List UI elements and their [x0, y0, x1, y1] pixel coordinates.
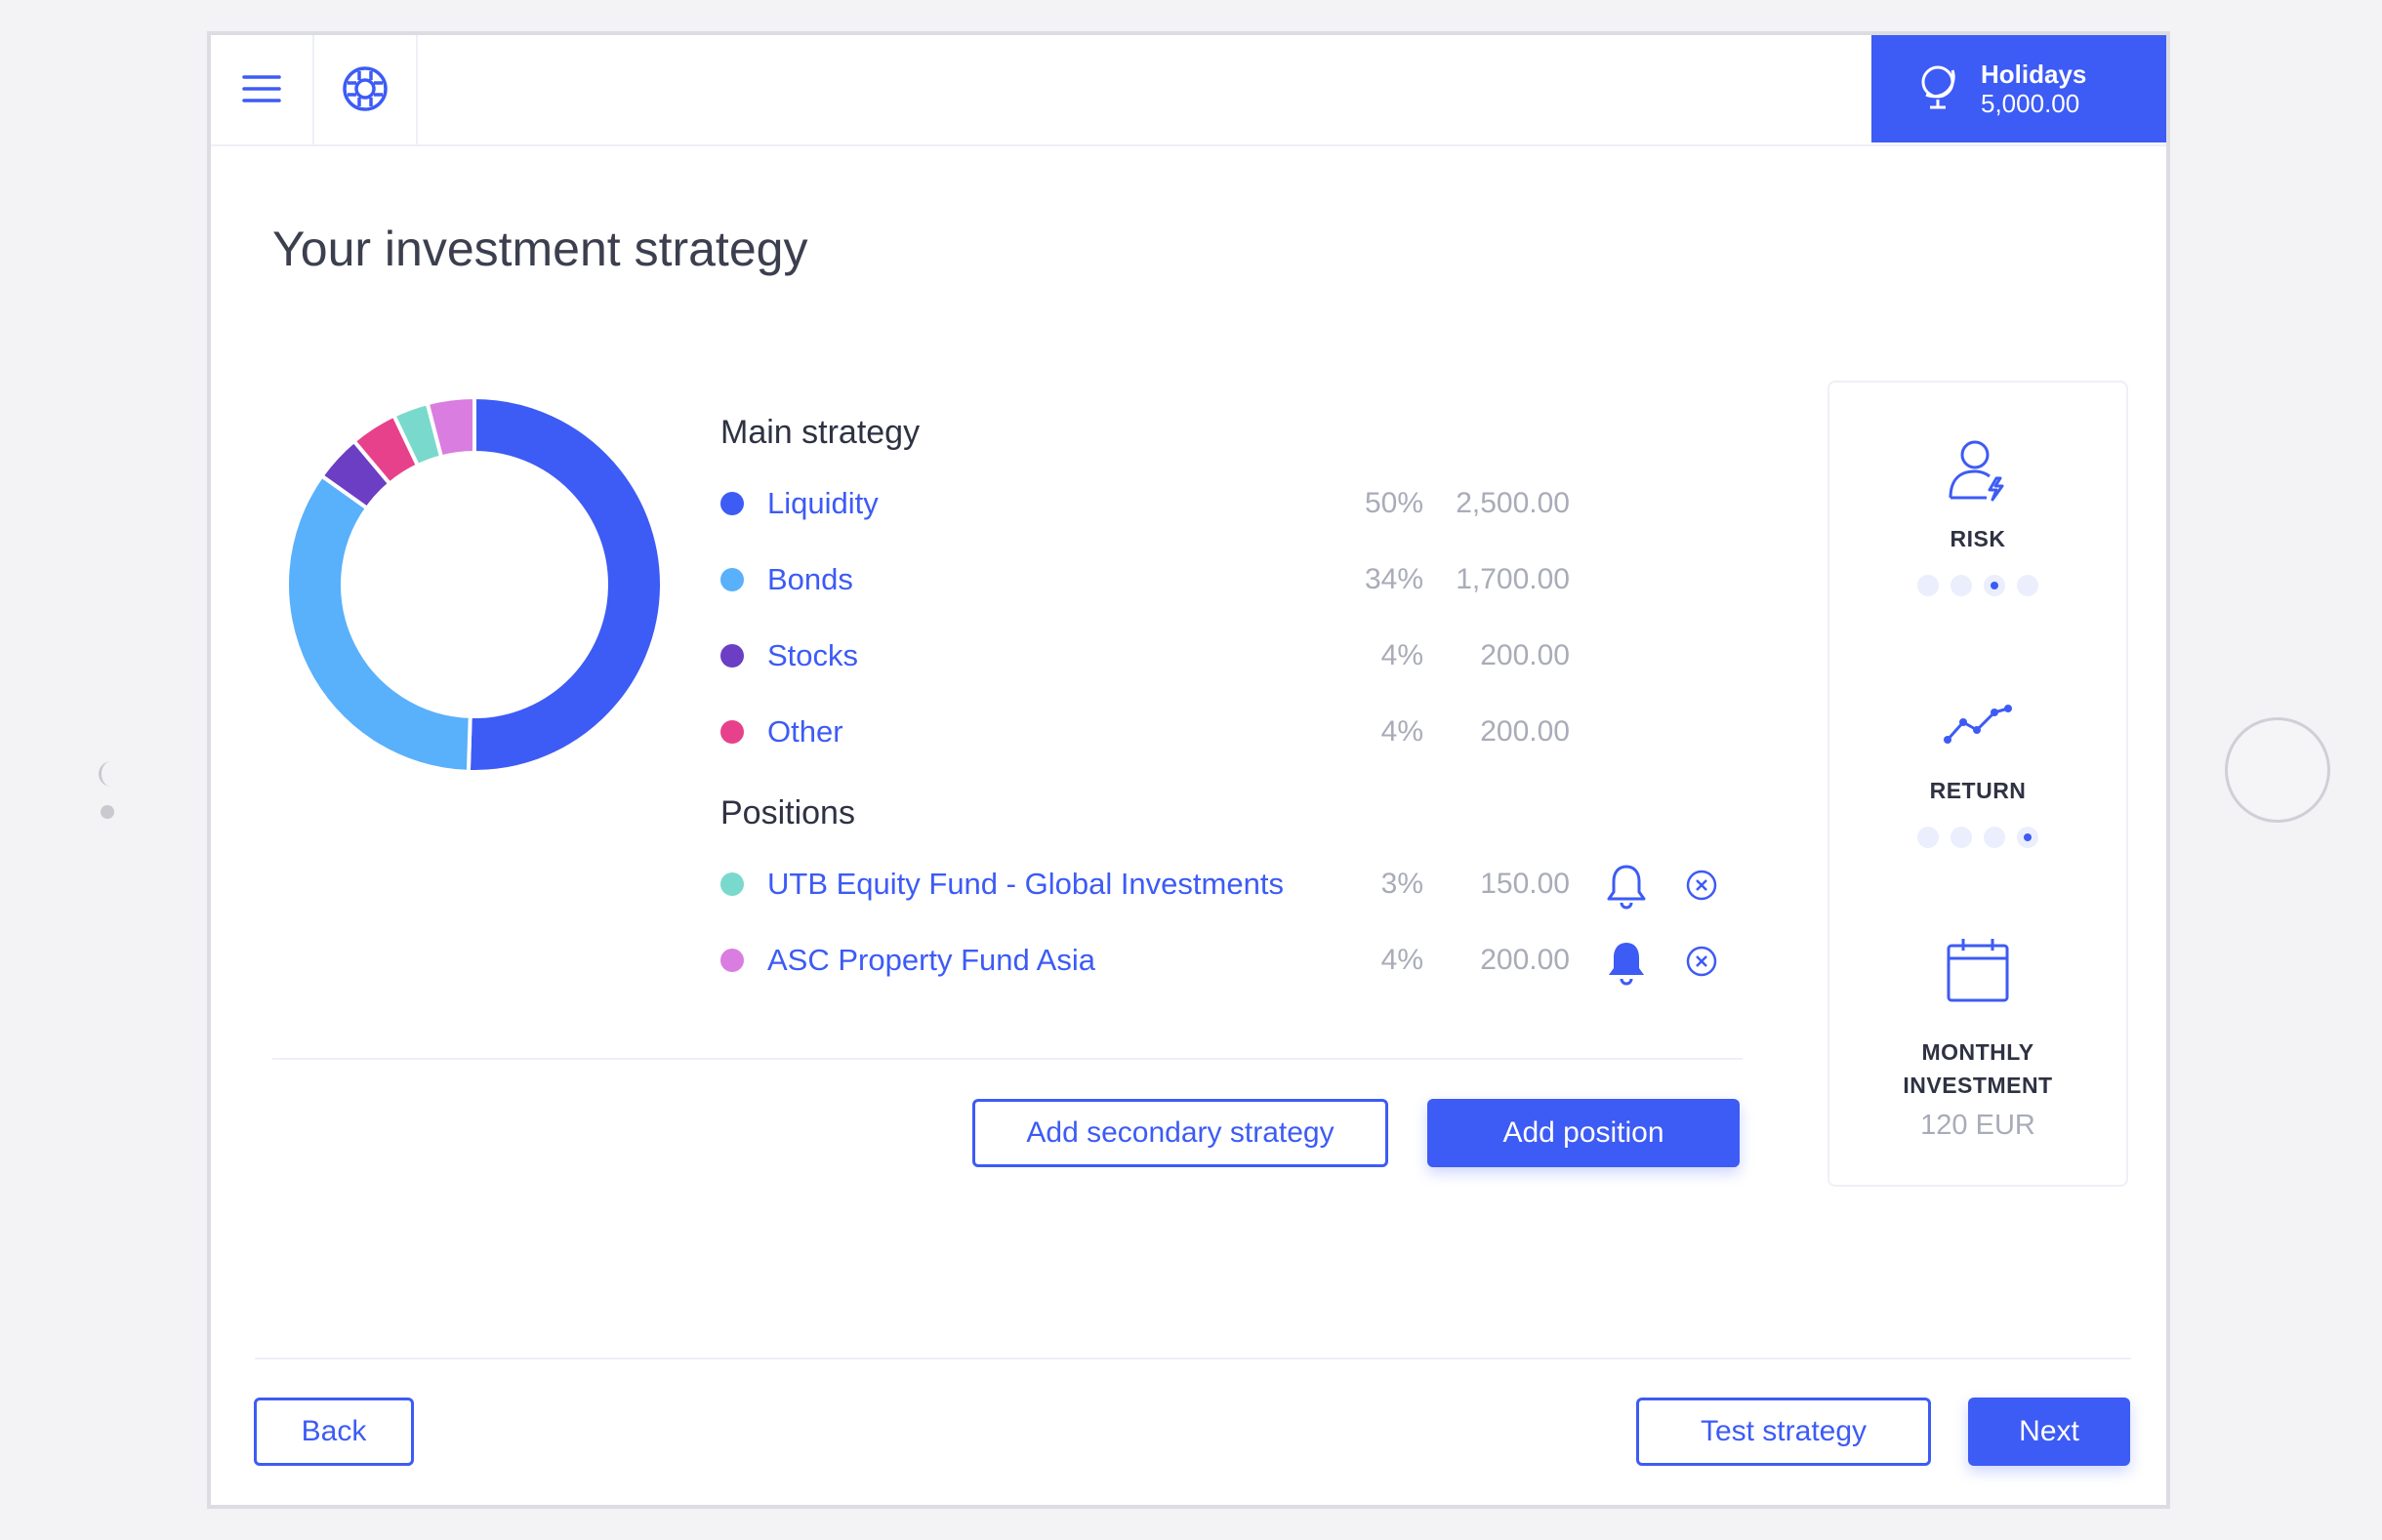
goal-summary[interactable]: Holidays 5,000.00 [1871, 35, 2166, 142]
position-row-asc-property[interactable]: ASC Property Fund Asia 4% 200.00 [720, 936, 1765, 987]
strategy-label: Bonds [767, 562, 853, 596]
back-button[interactable]: Back [254, 1398, 414, 1466]
legend-dot [720, 492, 744, 515]
return-level-indicator [1829, 827, 2126, 848]
main-strategy-title: Main strategy [720, 414, 921, 451]
sensor-dot [101, 805, 114, 819]
position-amount: 150.00 [1480, 868, 1570, 900]
app-screen: Holidays 5,000.00 Your investment strate… [207, 31, 2170, 1509]
level-dot [1951, 827, 1972, 848]
strategy-percent: 4% [1380, 715, 1423, 748]
position-amount: 200.00 [1480, 944, 1570, 976]
strategy-label: Stocks [767, 638, 859, 672]
lifebuoy-icon [341, 64, 390, 118]
donut-slice-liquidity [466, 394, 664, 774]
level-dot [1917, 827, 1939, 848]
strategy-amount: 1,700.00 [1456, 563, 1570, 595]
top-bar: Holidays 5,000.00 [211, 35, 2166, 146]
home-button[interactable] [2225, 717, 2330, 823]
camera-icon [94, 759, 115, 789]
level-dot [1984, 575, 2005, 596]
trend-line-icon [1944, 705, 2012, 753]
level-dot [2017, 827, 2038, 848]
monthly-investment-value: 120 EUR [1920, 1110, 2035, 1141]
goal-amount: 5,000.00 [1981, 89, 2080, 118]
positions-title: Positions [720, 794, 855, 831]
position-percent: 3% [1380, 868, 1423, 900]
risk-metric: RISK [1829, 437, 2126, 596]
section-divider [272, 1058, 1743, 1060]
position-percent: 4% [1380, 944, 1423, 976]
strategy-row-other[interactable]: Other 4% 200.00 [720, 708, 1765, 756]
page-title: Your investment strategy [272, 222, 808, 276]
donut-slice-asc-property-fund-asia [425, 394, 476, 460]
legend-dot [720, 568, 744, 591]
calendar-icon [1946, 939, 2010, 1007]
strategy-row-liquidity[interactable]: Liquidity 50% 2,500.00 [720, 479, 1765, 528]
level-dot [1984, 827, 2005, 848]
close-circle-icon[interactable] [1682, 866, 1721, 905]
strategy-summary-card: RISK RETURN MONTHLY INVESTMENT 120 EUR [1828, 381, 2128, 1187]
strategy-percent: 34% [1364, 563, 1423, 595]
add-position-button[interactable]: Add position [1427, 1099, 1740, 1167]
bell-outline-icon[interactable] [1603, 862, 1650, 911]
hamburger-menu-icon [242, 74, 281, 108]
globe-icon [1916, 62, 1959, 116]
strategy-amount: 2,500.00 [1456, 487, 1570, 519]
test-strategy-button[interactable]: Test strategy [1636, 1398, 1931, 1466]
level-dot [1951, 575, 1972, 596]
monthly-investment-metric: MONTHLY INVESTMENT 120 EUR [1829, 937, 2126, 1142]
strategy-row-stocks[interactable]: Stocks 4% 200.00 [720, 631, 1765, 680]
user-risk-icon [1946, 440, 2010, 509]
footer-divider [255, 1358, 2131, 1359]
position-label: UTB Equity Fund - Global Investments [767, 867, 1284, 901]
next-button[interactable]: Next [1968, 1398, 2130, 1466]
legend-dot [720, 644, 744, 668]
level-dot [1917, 575, 1939, 596]
strategy-percent: 4% [1380, 639, 1423, 671]
goal-name: Holidays [1981, 60, 2087, 89]
monthly-label-line1: MONTHLY [1921, 1039, 2034, 1065]
risk-label: RISK [1950, 526, 2006, 551]
risk-level-indicator [1829, 575, 2126, 596]
bell-filled-icon[interactable] [1603, 938, 1650, 987]
strategy-label: Liquidity [767, 486, 879, 520]
strategy-amount: 200.00 [1480, 639, 1570, 671]
level-dot [2017, 575, 2038, 596]
legend-dot [720, 720, 744, 744]
strategy-row-bonds[interactable]: Bonds 34% 1,700.00 [720, 555, 1765, 604]
menu-button[interactable] [211, 35, 314, 146]
allocation-donut-chart [285, 394, 664, 774]
close-circle-icon[interactable] [1682, 942, 1721, 981]
return-label: RETURN [1929, 778, 2027, 803]
monthly-label-line2: INVESTMENT [1903, 1073, 2053, 1098]
donut-slice-bonds [285, 472, 472, 774]
position-label: ASC Property Fund Asia [767, 943, 1095, 977]
legend-dot [720, 872, 744, 896]
legend-dot [720, 949, 744, 972]
return-metric: RETURN [1829, 701, 2126, 848]
help-button[interactable] [314, 35, 418, 146]
position-row-utb-equity[interactable]: UTB Equity Fund - Global Investments 3% … [720, 860, 1765, 911]
strategy-percent: 50% [1364, 487, 1423, 519]
strategy-label: Other [767, 714, 843, 749]
add-secondary-strategy-button[interactable]: Add secondary strategy [972, 1099, 1388, 1167]
strategy-amount: 200.00 [1480, 715, 1570, 748]
